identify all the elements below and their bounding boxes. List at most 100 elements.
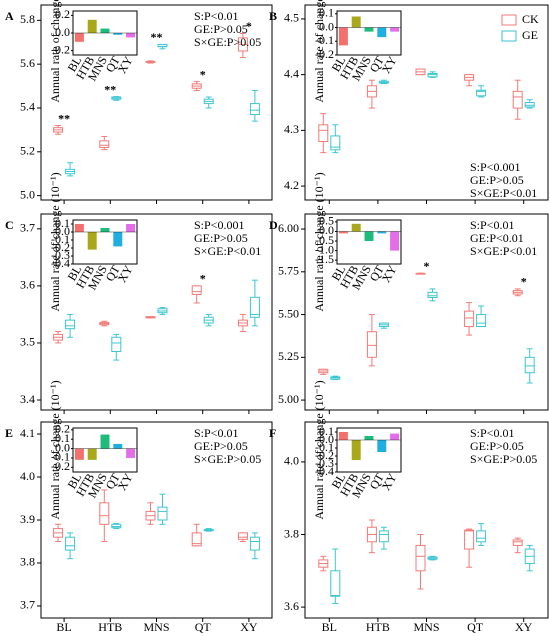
box (65, 536, 76, 551)
box (249, 296, 260, 318)
y-tick-label: 3.6 (20, 278, 35, 292)
box (249, 103, 260, 116)
inset-y-tick-label: -0.2 (315, 448, 334, 462)
inset-x-label: XY (379, 54, 400, 76)
y-tick-label: 5.0 (20, 187, 35, 201)
y-tick-label: 4.5 (284, 11, 299, 25)
inset-y-tick-label: 0.1 (319, 424, 334, 438)
stats-text: S:P<0.001 (194, 218, 244, 232)
inset-x-label: XY (115, 54, 136, 76)
panel-label: B (269, 9, 277, 23)
y-tick-label: 4.4 (284, 66, 299, 80)
box (415, 544, 426, 572)
y-tick-label: 3.7 (20, 598, 35, 612)
inset-bar (351, 16, 361, 28)
box (111, 336, 122, 353)
inset-bar (338, 231, 348, 234)
y-tick-label: 3.5 (20, 335, 35, 349)
panel-label: A (5, 9, 14, 23)
inset-y-tick-label: -0.2 (51, 459, 70, 473)
y-tick-label: 3.6 (284, 599, 299, 613)
inset-y-tick-label: 0.1 (319, 6, 334, 20)
box (237, 532, 248, 540)
inset-y-tick-label: -0.4 (51, 256, 70, 270)
inset-bar (338, 432, 348, 440)
box (157, 506, 168, 521)
panel-label: C (5, 218, 14, 232)
inset-y-tick-label: -0.1 (315, 33, 334, 47)
inset-y-label: Annual rate of change (10⁻¹) (48, 380, 62, 519)
legend-swatch (501, 30, 517, 42)
panel-label: D (269, 218, 278, 232)
y-tick-label: 5.00 (278, 392, 299, 406)
x-tick-label: XY (240, 620, 258, 634)
stats-text: S:P<0.01 (194, 426, 238, 440)
inset-x-label: XY (115, 471, 136, 493)
inset-y-tick-label: 0.0 (319, 432, 334, 446)
x-tick-label: HTB (366, 620, 390, 634)
x-tick-label: QT (467, 620, 484, 634)
box (512, 539, 523, 546)
inset-y-tick-label: 0.2 (55, 7, 70, 21)
inset-bar (364, 436, 374, 440)
legend-swatch (501, 14, 517, 26)
inset-bar (390, 433, 400, 440)
inset-bar (364, 27, 374, 32)
y-tick-label: 5.25 (278, 349, 299, 363)
inset-bar (377, 440, 387, 452)
inset-x-label: BL (65, 263, 85, 283)
y-tick-label: 3.9 (20, 512, 35, 526)
box (476, 314, 487, 328)
inset-bar (100, 28, 110, 33)
inset-y-tick-label: -0.1 (315, 440, 334, 454)
inset-bar (113, 232, 123, 247)
box (524, 356, 535, 374)
inset-bar (351, 440, 361, 460)
inset-y-tick-label: 0.5 (319, 214, 334, 228)
inset-y-tick-label: 0.1 (55, 216, 70, 230)
box (249, 536, 260, 551)
inset-bar (364, 231, 374, 242)
inset-bar (351, 223, 361, 232)
inset-x-label: BL (65, 54, 85, 74)
inset-bar (74, 448, 84, 460)
y-tick-label: 4.1 (20, 426, 35, 440)
significance-mark: ** (104, 82, 116, 96)
y-tick-label: 3.8 (284, 526, 299, 540)
y-tick-label: 3.4 (20, 392, 35, 406)
inset-bar (338, 27, 348, 46)
box (524, 102, 535, 108)
inset-bar (74, 33, 84, 42)
box (330, 135, 341, 151)
inset-y-tick-label: 0.1 (55, 431, 70, 445)
significance-mark: * (424, 259, 430, 273)
stats-text: GE:P<0.01 (470, 231, 524, 245)
panel-label: F (269, 426, 276, 440)
x-tick-label: BL (56, 620, 71, 634)
inset-y-tick-label: -0.3 (315, 456, 334, 470)
inset-frame (336, 219, 402, 265)
inset-y-label: Annual rate of change (10⁻¹) (48, 0, 62, 103)
box (427, 73, 438, 78)
box (366, 331, 377, 358)
inset-y-tick-label: -0.2 (315, 47, 334, 61)
y-tick-label: 4.0 (284, 454, 299, 468)
panel-label: E (5, 426, 13, 440)
significance-mark: * (521, 275, 527, 289)
x-tick-label: BL (322, 620, 337, 634)
inset-y-tick-label: -0.2 (51, 240, 70, 254)
y-tick-label: 6.00 (278, 221, 299, 235)
inset-y-tick-label: -0.4 (315, 464, 334, 478)
stats-text: S×GE:P>0.05 (194, 452, 261, 466)
box (378, 530, 389, 543)
inset-bar (113, 33, 123, 35)
inset-frame (72, 219, 138, 265)
inset-frame (336, 427, 402, 473)
legend-label: CK (522, 12, 539, 26)
y-tick-label: 3.8 (20, 555, 35, 569)
inset-y-label: Annual rate of change (10⁻¹) (312, 380, 326, 519)
inset-frame (72, 427, 138, 473)
x-tick-label: XY (515, 620, 533, 634)
legend-label: GE (522, 28, 538, 42)
